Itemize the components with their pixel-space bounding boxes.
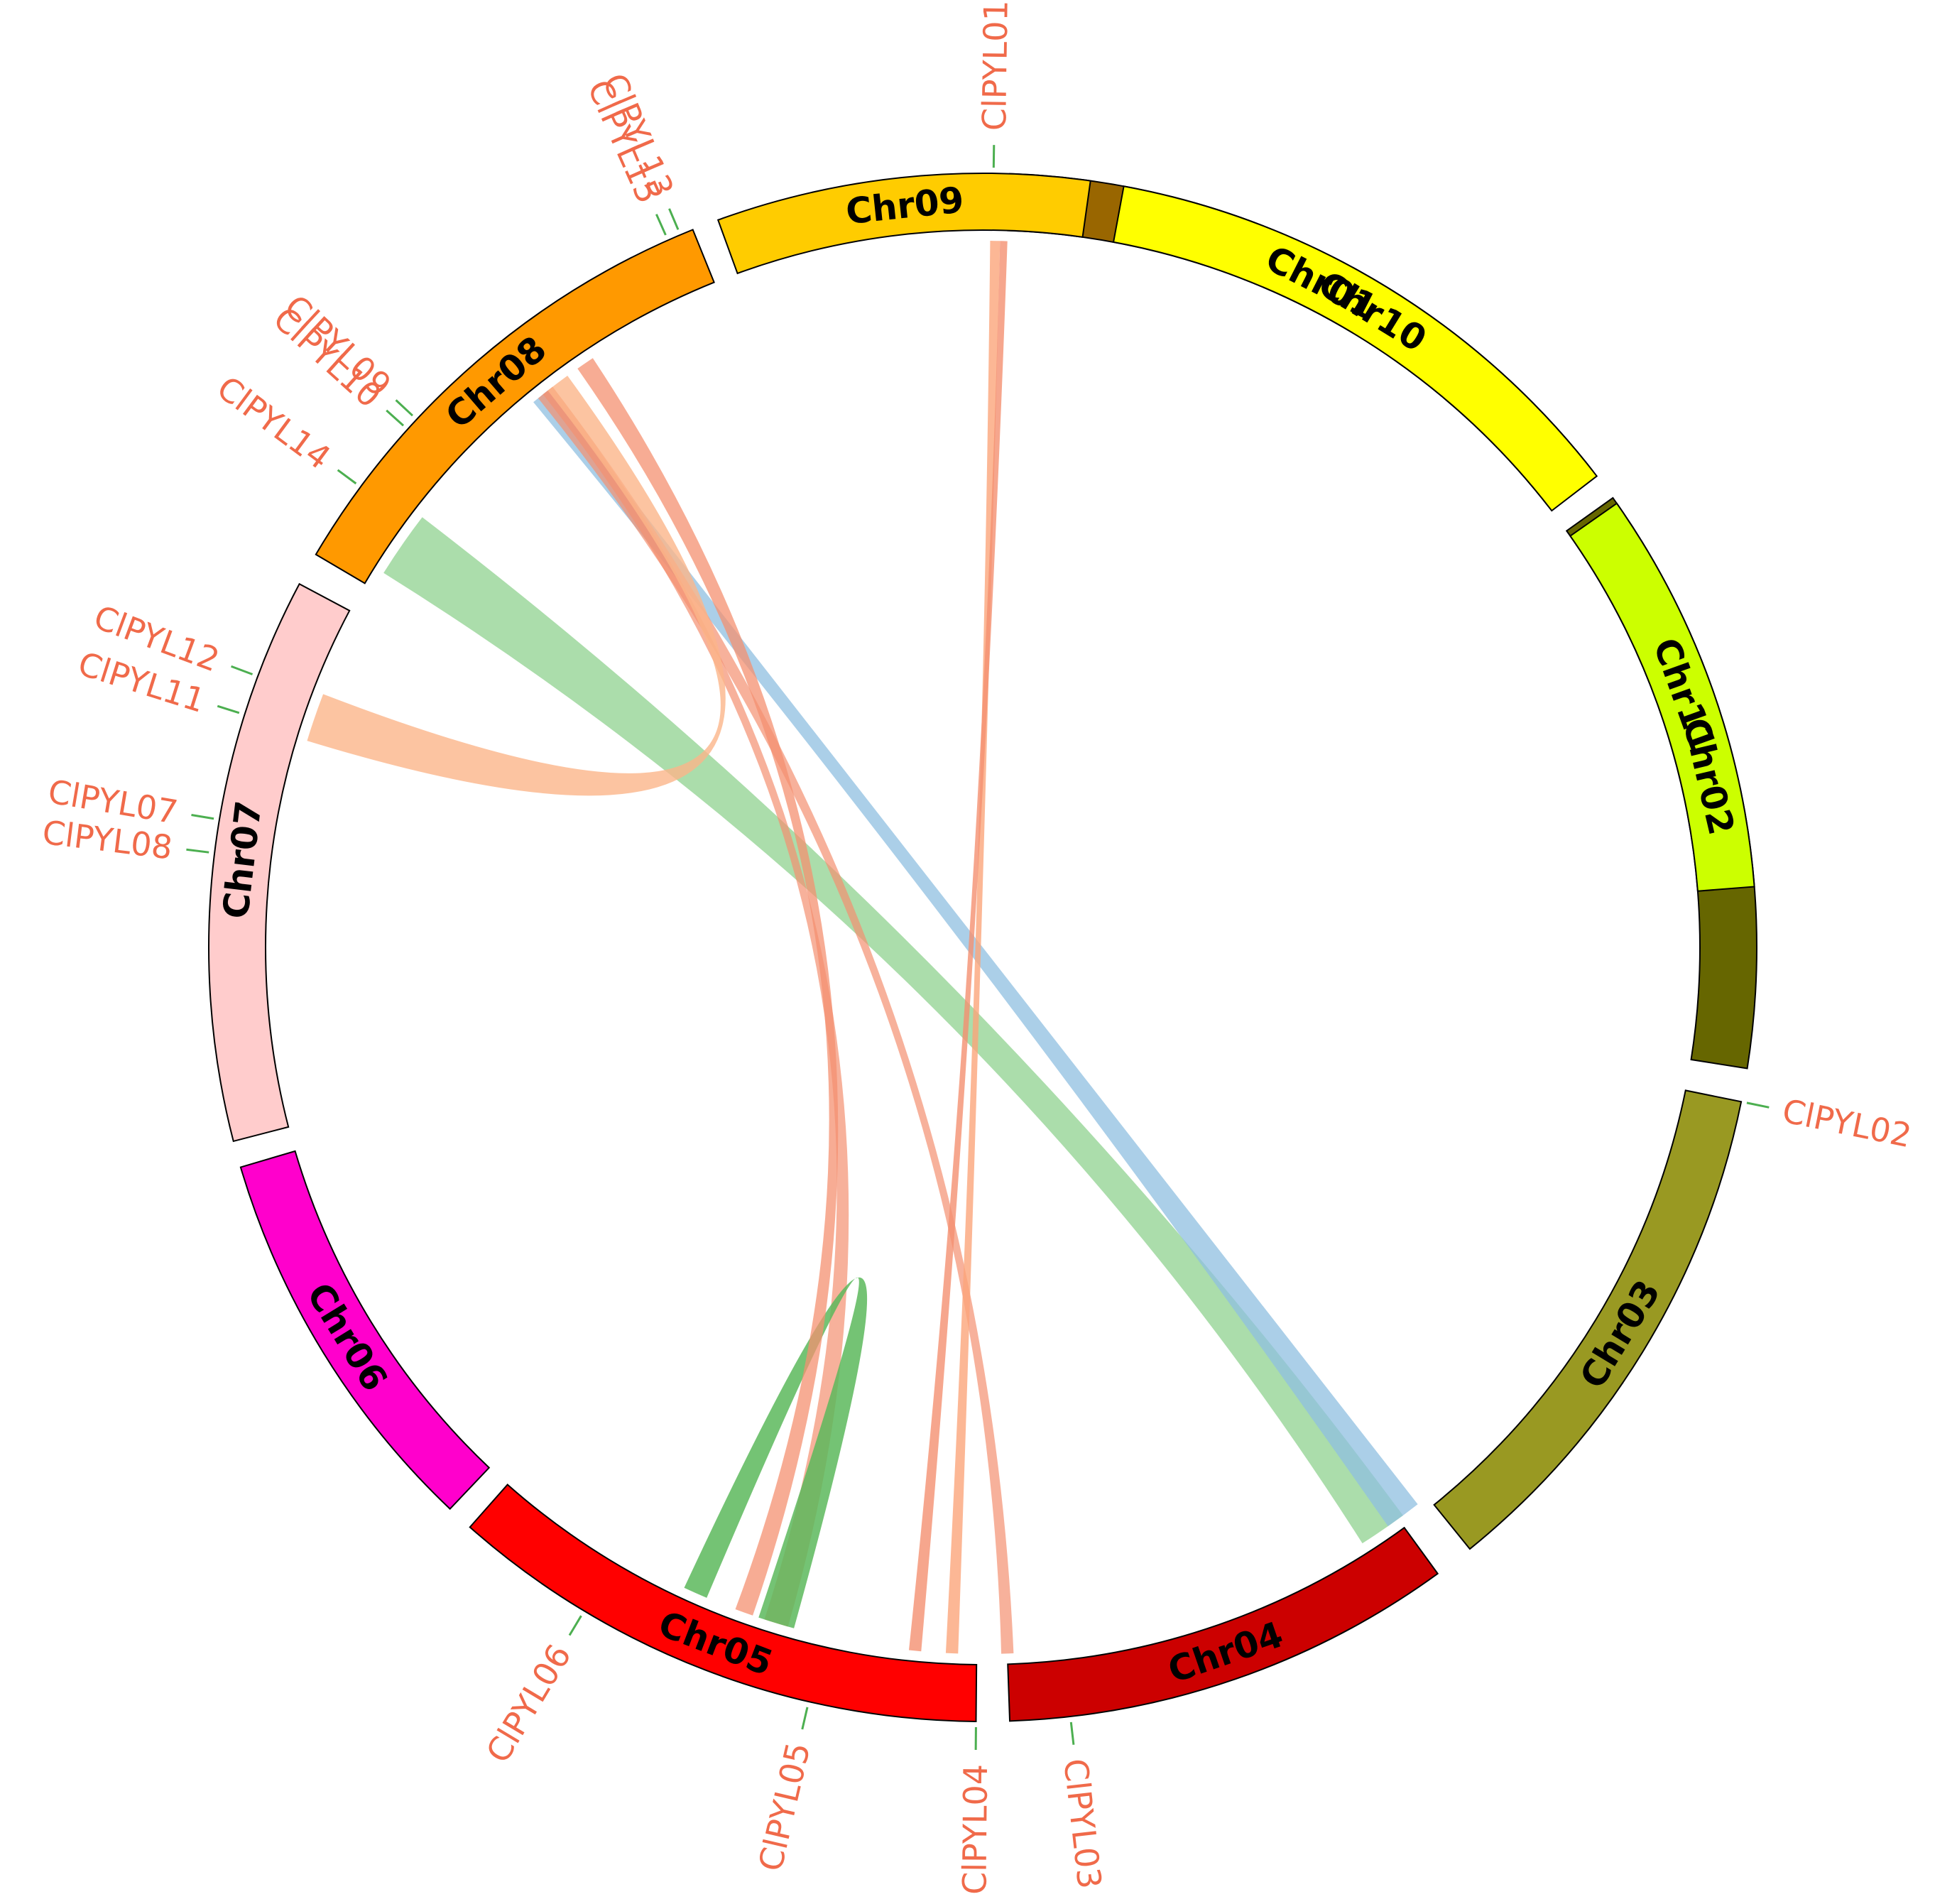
- gene-label: ClPYL05: [751, 1739, 818, 1874]
- chromosome-segment-chr07: [208, 582, 351, 1143]
- chromosome-segment-chr06: [239, 1150, 491, 1511]
- gene-label: ClPYL03: [1056, 1757, 1108, 1891]
- gene-label: ClPYL06: [479, 1638, 579, 1769]
- synteny-link: [908, 241, 1008, 1652]
- chromosome-ring: [208, 173, 1757, 1722]
- synteny-link: [307, 376, 726, 796]
- gene-tick: [801, 1707, 809, 1730]
- gene-label: ClPYL14: [210, 369, 338, 477]
- chromosome-segment-chr04: [1007, 1526, 1439, 1722]
- links-layer: [307, 241, 1418, 1654]
- chromosome-segment-chr09: [716, 173, 1091, 275]
- gene-tick: [217, 705, 240, 714]
- chromosome-segment-chr08: [315, 229, 715, 584]
- gene-tick: [1069, 1721, 1075, 1745]
- gene-tick: [668, 208, 680, 230]
- gene-ticks-layer: [186, 145, 1770, 1750]
- gene-tick: [231, 665, 254, 675]
- synteny-link: [945, 241, 1001, 1654]
- gene-tick: [191, 814, 214, 820]
- gene-tick: [386, 409, 405, 427]
- synteny-link: [383, 517, 1403, 1544]
- gene-tick: [568, 1615, 582, 1636]
- synteny-link: [543, 386, 849, 1627]
- gene-label: ClPYL01: [975, 0, 1015, 131]
- gene-tick: [1746, 1101, 1770, 1109]
- gene-tick: [395, 399, 413, 417]
- synteny-link: [684, 1277, 868, 1628]
- chromosome-segment-chr10: [1112, 185, 1598, 512]
- synteny-link: [577, 358, 839, 1616]
- gene-tick: [186, 848, 209, 854]
- gene-tick: [655, 214, 667, 236]
- gene-label: ClPYL02: [1779, 1092, 1915, 1155]
- gene-tick: [337, 469, 357, 485]
- chromosome-segment-chr03: [1433, 1089, 1743, 1550]
- synteny-link: [538, 386, 1014, 1654]
- gene-label: ClPYL04: [955, 1764, 995, 1895]
- chromosome-segment-chr05: [469, 1484, 978, 1722]
- chromosome-segment-chr11: [1569, 502, 1755, 892]
